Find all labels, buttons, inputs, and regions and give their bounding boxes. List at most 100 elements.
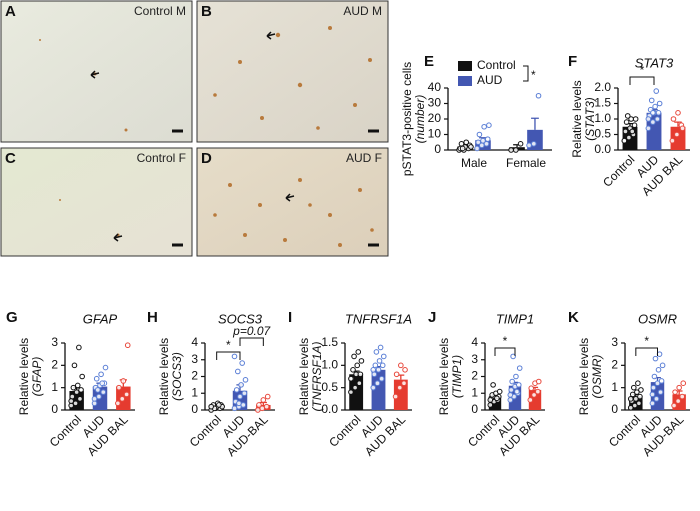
scale-bars xyxy=(172,129,379,247)
data-point xyxy=(652,355,659,362)
data-point xyxy=(517,141,524,147)
chart-title: SOCS3 xyxy=(218,311,263,326)
data-point xyxy=(373,349,380,355)
significance: * xyxy=(503,334,508,348)
significance-bracket xyxy=(629,76,655,85)
y-tick-label: 1.5 xyxy=(594,96,611,110)
chart-title: OSMR xyxy=(638,311,677,326)
y-axis-label: (SOCS3) xyxy=(170,352,184,401)
data-point xyxy=(627,396,634,402)
data-point xyxy=(627,404,634,411)
data-point xyxy=(216,402,222,408)
data-point xyxy=(486,122,492,128)
panel-label: AUD M xyxy=(343,4,382,18)
data-point xyxy=(378,375,385,382)
data-point xyxy=(670,116,677,122)
legend-swatch xyxy=(458,61,472,71)
data-point xyxy=(370,367,377,373)
data-point xyxy=(649,400,656,407)
data-point xyxy=(634,389,640,395)
data-point xyxy=(79,373,85,380)
y-tick-label: 2 xyxy=(611,358,618,372)
y-axis-label: Relative levels xyxy=(157,338,171,415)
micrograph-b xyxy=(196,0,389,143)
bar xyxy=(670,126,686,150)
data-point xyxy=(376,358,383,364)
data-point xyxy=(638,387,644,393)
y-tick-label: 0 xyxy=(51,402,58,416)
significance-bracket xyxy=(635,347,658,356)
significance: p=0.07 xyxy=(232,324,271,338)
panel-label: AUD F xyxy=(346,151,382,165)
x-tick-label: Control xyxy=(47,412,84,449)
chart-title: GFAP xyxy=(83,311,118,326)
data-point xyxy=(123,391,130,398)
y-tick-label: 4 xyxy=(191,335,198,349)
data-point xyxy=(514,388,520,395)
data-point xyxy=(102,364,109,371)
data-point xyxy=(535,92,542,99)
data-point xyxy=(76,344,82,351)
data-point xyxy=(120,378,127,384)
data-point xyxy=(375,367,382,373)
panel-letter: E xyxy=(424,53,434,70)
y-tick-label: 2 xyxy=(51,358,58,372)
data-point xyxy=(629,391,636,398)
data-point xyxy=(237,393,243,400)
data-point xyxy=(645,116,652,122)
arrows xyxy=(90,31,295,242)
data-point xyxy=(69,393,76,400)
data-point xyxy=(91,396,98,402)
data-point xyxy=(629,128,636,135)
y-tick-label: 1 xyxy=(611,380,618,394)
data-point xyxy=(654,380,661,387)
data-point xyxy=(637,393,643,400)
y-axis-label: Relative levels xyxy=(297,338,311,415)
data-point xyxy=(652,103,658,110)
data-point xyxy=(650,119,656,125)
x-tick-label: Male xyxy=(461,156,487,170)
data-point xyxy=(659,362,666,369)
data-point xyxy=(633,396,639,402)
data-point xyxy=(526,142,532,149)
data-point xyxy=(680,380,687,387)
data-point xyxy=(235,368,241,375)
data-point xyxy=(516,365,523,371)
y-tick-label: 20 xyxy=(428,111,442,125)
data-point xyxy=(622,128,629,135)
data-point xyxy=(631,122,638,128)
data-point xyxy=(672,389,678,395)
panel-letter: C xyxy=(5,150,16,167)
data-point xyxy=(656,100,663,107)
data-point xyxy=(484,136,491,142)
y-axis-label: (TNFRSF1A) xyxy=(310,342,324,412)
data-point xyxy=(649,391,656,398)
data-point xyxy=(348,389,354,395)
panel-letter: B xyxy=(201,3,212,20)
y-axis-label: (STAT3) xyxy=(583,97,597,141)
data-point xyxy=(115,400,121,407)
panel-letter: A xyxy=(5,3,16,20)
data-point xyxy=(621,137,628,144)
data-point xyxy=(263,403,270,410)
data-point xyxy=(509,378,515,385)
y-tick-label: 10 xyxy=(428,127,442,141)
panel-letter: D xyxy=(201,150,212,167)
error-bar xyxy=(531,117,539,130)
data-point xyxy=(528,385,535,392)
data-point xyxy=(241,390,248,397)
data-point xyxy=(393,371,400,378)
legend-swatch xyxy=(458,76,472,86)
x-tick-label: Control xyxy=(600,152,637,189)
micrograph-panels: A Control M B AUD M C Control F D AUD F xyxy=(0,0,389,257)
data-point xyxy=(355,349,362,355)
y-tick-label: 0.5 xyxy=(594,127,611,141)
data-point xyxy=(77,396,83,402)
data-point xyxy=(655,367,662,373)
data-point xyxy=(463,139,470,146)
y-axis-label: (OSMR) xyxy=(590,355,604,399)
y-tick-label: 0.0 xyxy=(594,142,611,156)
data-point xyxy=(91,400,98,407)
